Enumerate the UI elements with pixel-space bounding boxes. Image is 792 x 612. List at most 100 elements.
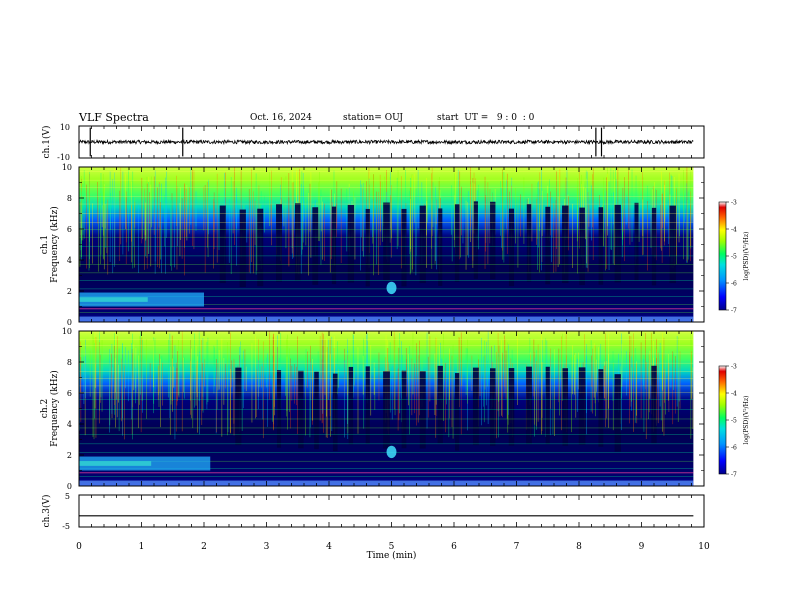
sferic-dark-column [438, 208, 443, 286]
sferic-dark-column [526, 366, 532, 445]
sferic-dark-column [526, 204, 532, 282]
spectrogram-ylabel-channel: ch.2 [40, 399, 50, 418]
hiss-band-core [79, 461, 152, 466]
x-tick-label: 5 [389, 542, 395, 552]
colorbar-tick-label: -3 [731, 364, 737, 371]
spectrogram-ylabel: Frequency (kHz) [49, 206, 60, 283]
spectrogram-ytick-label: 6 [67, 225, 72, 234]
low-frequency-band [79, 480, 694, 486]
spectrogram-ytick-label: 2 [67, 287, 72, 296]
x-tick-label: 4 [326, 542, 332, 552]
sferic-dark-column [614, 374, 621, 452]
sferic-dark-column [614, 204, 621, 283]
x-tick-label: 10 [698, 542, 710, 552]
x-tick-label: 2 [201, 542, 207, 552]
sferic-dark-column [598, 369, 604, 447]
ch1-waveform-line [78, 138, 694, 146]
sferic-dark-column [332, 373, 338, 452]
sferic-dark-column [365, 366, 370, 444]
spectrogram-ytick-label: 0 [67, 318, 72, 327]
start-time-label: start UT = 9 : 0 : 0 [437, 113, 535, 123]
colorbar-tick-label: -6 [731, 281, 737, 288]
x-tick-label: 1 [139, 542, 145, 552]
sferic-dark-column [508, 368, 515, 446]
ch3-ytick-label: -5 [62, 522, 70, 531]
colorbar-tick-label: -7 [731, 308, 737, 315]
sferic-dark-column [669, 205, 676, 284]
colorbar-tick-label: -5 [731, 254, 737, 261]
sferic-dark-column [348, 366, 354, 445]
sferic-dark-column [401, 208, 407, 287]
spectrogram-ytick-label: 10 [62, 327, 72, 336]
sferic-dark-column [578, 367, 586, 445]
colorbar-tick-label: -7 [731, 472, 737, 479]
sferic-dark-column [331, 206, 337, 285]
colorbar-tick-label: -4 [731, 227, 737, 234]
sferic-dark-column [383, 202, 390, 281]
hiss-band-core [79, 297, 148, 302]
sferic-dark-column [545, 206, 551, 285]
sferic-dark-column [383, 371, 390, 449]
x-axis-label: Time (min) [367, 550, 417, 561]
x-tick-label: 7 [514, 542, 520, 552]
sferic-dark-column [239, 209, 246, 288]
colorbar [718, 201, 727, 311]
sferic-dark-column [419, 205, 426, 284]
sferic-dark-column [651, 365, 657, 444]
sferic-dark-column [454, 204, 460, 282]
date-label: Oct. 16, 2024 [250, 113, 312, 123]
spectrogram-ytick-label: 2 [67, 451, 72, 460]
sferic-dark-column [276, 370, 282, 448]
sferic-dark-column [472, 367, 479, 446]
ch1-ylabel: ch.1(V) [41, 126, 52, 159]
spectrogram-ytick-label: 4 [67, 420, 72, 429]
ch1-ytick-label: 10 [60, 123, 70, 132]
spectrogram-ytick-label: 6 [67, 389, 72, 398]
x-tick-label: 9 [639, 542, 645, 552]
spectrogram-ylabel: Frequency (kHz) [49, 370, 60, 447]
ch1-ytick-label: -10 [57, 153, 70, 162]
sferic-dark-column [314, 371, 319, 450]
sferic-dark-column [634, 202, 639, 281]
sferic-dark-column [347, 205, 355, 283]
spectrogram-ytick-label: 10 [62, 163, 72, 172]
colorbar [718, 365, 727, 475]
colorbar-tick-label: -3 [731, 200, 737, 207]
colorbar-tick-label: -4 [731, 391, 737, 398]
sferic-dark-column [235, 367, 242, 446]
x-tick-label: 0 [76, 542, 82, 552]
spectrogram-ytick-label: 8 [67, 194, 72, 203]
sferic-dark-column [276, 204, 282, 282]
sferic-dark-column [598, 207, 604, 285]
sferic-dark-column [562, 205, 569, 284]
spectrogram-ytick-label: 0 [67, 482, 72, 491]
x-tick-label: 6 [451, 542, 457, 552]
sferic-dark-column [257, 208, 264, 287]
figure-title: VLF Spectra [79, 111, 149, 124]
x-tick-label: 3 [264, 542, 270, 552]
colorbar-label: log(PSD)(V²/Hz) [743, 232, 750, 281]
ch3-ytick-label: 5 [65, 492, 70, 501]
colorbar-tick-label: -5 [731, 418, 737, 425]
sferic-dark-column [365, 208, 370, 287]
colorbar-label: log(PSD)(V²/Hz) [743, 396, 750, 445]
burst-emission [386, 281, 397, 295]
sferic-dark-column [419, 371, 426, 449]
spectrogram-ytick-label: 4 [67, 256, 72, 265]
ch3-ylabel: ch.3(V) [41, 495, 52, 528]
low-frequency-band [79, 316, 694, 322]
spectrogram-ytick-label: 8 [67, 358, 72, 367]
sferic-dark-column [508, 208, 515, 287]
sferic-dark-column [219, 205, 226, 284]
sferic-dark-column [473, 201, 478, 279]
sferic-dark-column [651, 207, 657, 286]
colorbar-tick-label: -6 [731, 445, 737, 452]
sferic-dark-column [437, 365, 443, 444]
sferic-dark-column [294, 203, 301, 281]
station-label: station= OUJ [343, 113, 404, 123]
sferic-dark-column [298, 370, 304, 449]
sferic-dark-column [545, 366, 550, 445]
sferic-dark-column [562, 368, 569, 446]
